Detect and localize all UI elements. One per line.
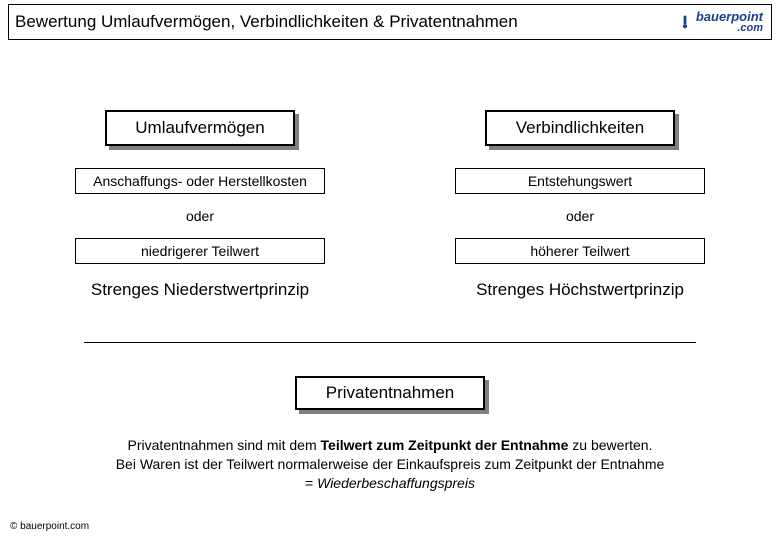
page-title: Bewertung Umlaufvermögen, Verbindlichkei… [15,12,518,32]
priv-line2: Bei Waren ist der Teilwert normalerweise… [116,456,665,472]
right-box2: höherer Teilwert [455,238,705,264]
priv-heading-wrap: Privatentnahmen [295,376,485,410]
right-box1: Entstehungswert [455,168,705,194]
slide: Bewertung Umlaufvermögen, Verbindlichkei… [0,0,780,540]
left-oder: oder [186,208,214,224]
left-column: Umlaufvermögen Anschaffungs- oder Herste… [65,110,335,300]
left-box1: Anschaffungs- oder Herstellkosten [75,168,325,194]
divider [84,342,696,343]
priv-line3a: = [305,475,317,491]
right-principle: Strenges Höchstwertprinzip [476,280,684,300]
priv-line1c: zu bewerten. [568,437,652,453]
right-column: Verbindlichkeiten Entstehungswert oder h… [445,110,715,300]
left-heading-box: Umlaufvermögen [105,110,295,146]
logo-bottom: .com [696,23,763,33]
priv-line3b: Wiederbeschaffungspreis [317,475,475,491]
priv-heading-box: Privatentnahmen [295,376,485,410]
priv-heading: Privatentnahmen [295,376,485,410]
header-bar: Bewertung Umlaufvermögen, Verbindlichkei… [8,4,772,40]
logo-text: bauerpoint .com [696,11,763,34]
columns: Umlaufvermögen Anschaffungs- oder Herste… [0,110,780,300]
left-heading: Umlaufvermögen [105,110,295,146]
right-heading-box: Verbindlichkeiten [485,110,675,146]
left-box2: niedrigerer Teilwert [75,238,325,264]
logo: bauerpoint .com [678,11,763,34]
priv-text: Privatentnahmen sind mit dem Teilwert zu… [40,436,740,493]
priv-line1b: Teilwert zum Zeitpunkt der Entnahme [321,437,569,453]
left-principle: Strenges Niederstwertprinzip [91,280,309,300]
footer: © bauerpoint.com [10,521,89,532]
right-heading: Verbindlichkeiten [485,110,675,146]
right-oder: oder [566,208,594,224]
logo-icon [678,15,692,29]
priv-line1a: Privatentnahmen sind mit dem [128,437,321,453]
